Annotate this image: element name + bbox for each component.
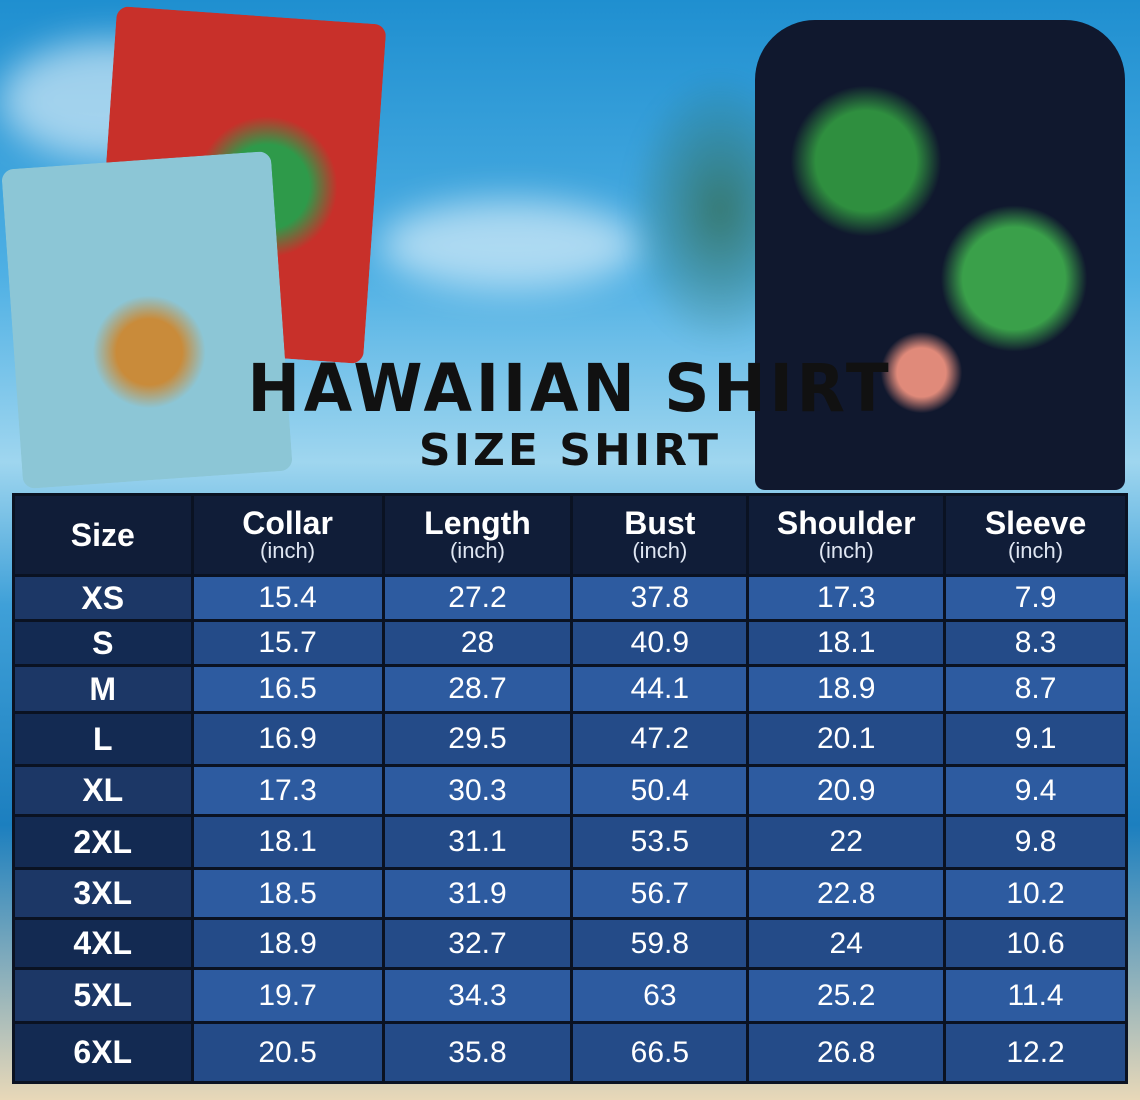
measurement-cell: 8.3	[943, 619, 1128, 667]
column-unit: (inch)	[449, 538, 505, 563]
column-label: Length	[424, 505, 531, 541]
measurement-cell: 22.8	[746, 867, 947, 920]
size-cell: L	[12, 711, 194, 767]
measurement-cell: 18.9	[746, 664, 947, 714]
measurement-cell: 31.9	[381, 867, 574, 920]
measurement-cell: 16.5	[190, 664, 385, 714]
column-label: Bust	[624, 505, 696, 541]
size-cell: 3XL	[12, 867, 194, 920]
measurement-cell: 32.7	[381, 917, 574, 970]
measurement-cell: 9.8	[943, 814, 1128, 870]
measurement-cell: 19.7	[190, 967, 385, 1024]
measurement-cell: 47.2	[570, 711, 750, 767]
column-label: Sleeve	[984, 505, 1087, 541]
table-row: 5XL 19.7 34.3 63 25.2 11.4	[12, 967, 1128, 1024]
measurement-cell: 12.2	[943, 1021, 1128, 1084]
column-header-size: Size	[12, 493, 194, 577]
measurement-cell: 24	[746, 917, 947, 970]
column-label: Shoulder	[776, 505, 916, 541]
measurement-cell: 31.1	[381, 814, 574, 870]
measurement-cell: 53.5	[570, 814, 750, 870]
measurement-cell: 34.3	[381, 967, 574, 1024]
table-row: S 15.7 28 40.9 18.1 8.3	[12, 619, 1128, 667]
cloud	[380, 200, 640, 290]
column-header-length: Length (inch)	[381, 493, 574, 577]
measurement-cell: 9.4	[943, 764, 1128, 817]
measurement-cell: 18.1	[746, 619, 947, 667]
measurement-cell: 27.2	[381, 574, 574, 622]
column-unit: (inch)	[818, 538, 874, 563]
measurement-cell: 10.2	[943, 867, 1128, 920]
measurement-cell: 10.6	[943, 917, 1128, 970]
table-row: XS 15.4 27.2 37.8 17.3 7.9	[12, 574, 1128, 622]
size-cell: 6XL	[12, 1021, 194, 1084]
measurement-cell: 20.5	[190, 1021, 385, 1084]
table-row: 2XL 18.1 31.1 53.5 22 9.8	[12, 814, 1128, 870]
table-row: 6XL 20.5 35.8 66.5 26.8 12.2	[12, 1021, 1128, 1084]
measurement-cell: 9.1	[943, 711, 1128, 767]
size-cell: XS	[12, 574, 194, 622]
measurement-cell: 50.4	[570, 764, 750, 817]
measurement-cell: 28.7	[381, 664, 574, 714]
measurement-cell: 56.7	[570, 867, 750, 920]
table-header-row: Size Collar (inch) Length (inch) Bust (inch) Sh…	[12, 493, 1128, 577]
measurement-cell: 30.3	[381, 764, 574, 817]
measurement-cell: 20.1	[746, 711, 947, 767]
table-row: 3XL 18.5 31.9 56.7 22.8 10.2	[12, 867, 1128, 920]
measurement-cell: 18.5	[190, 867, 385, 920]
measurement-cell: 40.9	[570, 619, 750, 667]
table-row: L 16.9 29.5 47.2 20.1 9.1	[12, 711, 1128, 767]
measurement-cell: 17.3	[190, 764, 385, 817]
column-unit: (inch)	[632, 538, 688, 563]
measurement-cell: 29.5	[381, 711, 574, 767]
size-cell: 4XL	[12, 917, 194, 970]
column-unit: (inch)	[1008, 538, 1064, 563]
size-cell: M	[12, 664, 194, 714]
measurement-cell: 8.7	[943, 664, 1128, 714]
table-row: M 16.5 28.7 44.1 18.9 8.7	[12, 664, 1128, 714]
measurement-cell: 16.9	[190, 711, 385, 767]
measurement-cell: 17.3	[746, 574, 947, 622]
column-header-sleeve: Sleeve (inch)	[943, 493, 1128, 577]
model-shirt-image	[755, 20, 1125, 490]
measurement-cell: 22	[746, 814, 947, 870]
measurement-cell: 37.8	[570, 574, 750, 622]
column-unit: (inch)	[260, 538, 316, 563]
measurement-cell: 35.8	[381, 1021, 574, 1084]
page-title: HAWAIIAN SHIRT	[247, 350, 893, 427]
table-row: XL 17.3 30.3 50.4 20.9 9.4	[12, 764, 1128, 817]
column-label: Collar	[242, 505, 333, 541]
measurement-cell: 59.8	[570, 917, 750, 970]
column-header-bust: Bust (inch)	[570, 493, 750, 577]
size-cell: XL	[12, 764, 194, 817]
size-cell: S	[12, 619, 194, 667]
measurement-cell: 15.7	[190, 619, 385, 667]
page-subtitle: SIZE SHIRT	[418, 425, 722, 476]
measurement-cell: 63	[570, 967, 750, 1024]
size-cell: 2XL	[12, 814, 194, 870]
measurement-cell: 11.4	[943, 967, 1128, 1024]
size-chart-table: Size Collar (inch) Length (inch) Bust (inch) Sh…	[12, 493, 1128, 1084]
column-label: Size	[70, 517, 135, 553]
measurement-cell: 44.1	[570, 664, 750, 714]
column-header-shoulder: Shoulder (inch)	[746, 493, 947, 577]
measurement-cell: 18.9	[190, 917, 385, 970]
measurement-cell: 25.2	[746, 967, 947, 1024]
column-header-collar: Collar (inch)	[190, 493, 385, 577]
measurement-cell: 28	[381, 619, 574, 667]
size-cell: 5XL	[12, 967, 194, 1024]
measurement-cell: 18.1	[190, 814, 385, 870]
measurement-cell: 66.5	[570, 1021, 750, 1084]
measurement-cell: 15.4	[190, 574, 385, 622]
table-row: 4XL 18.9 32.7 59.8 24 10.6	[12, 917, 1128, 970]
measurement-cell: 20.9	[746, 764, 947, 817]
measurement-cell: 7.9	[943, 574, 1128, 622]
measurement-cell: 26.8	[746, 1021, 947, 1084]
